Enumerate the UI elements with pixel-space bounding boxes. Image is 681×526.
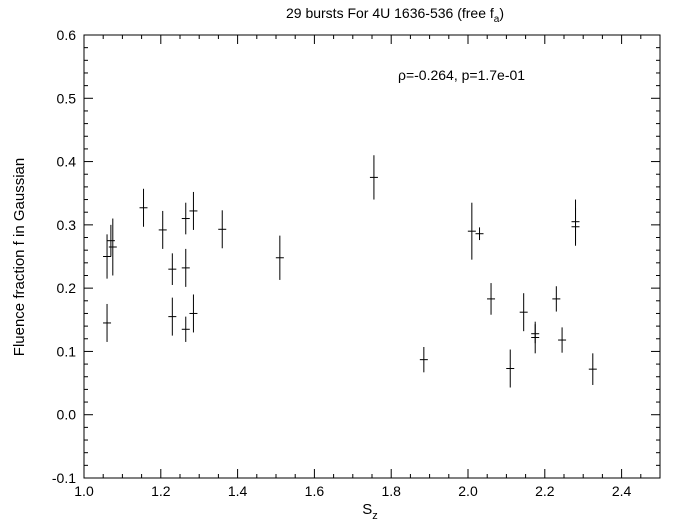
x-tick-label: 1.4 [228, 483, 248, 499]
data-points [103, 155, 597, 388]
data-point [531, 324, 540, 344]
y-axis-label: Fluence fraction f in Gaussian [11, 158, 28, 356]
data-point [519, 293, 528, 332]
data-point [106, 224, 115, 257]
data-point [168, 297, 177, 336]
y-tick-labels: -0.1 0.0 0.1 0.2 0.3 0.4 0.5 0.6 [52, 27, 76, 486]
data-point [158, 210, 167, 249]
data-point [506, 349, 515, 388]
data-point [552, 286, 561, 312]
data-point [475, 227, 484, 241]
data-point [181, 248, 190, 287]
y-tick-label: 0.0 [57, 407, 77, 423]
x-tick-label: 1.6 [305, 483, 325, 499]
y-tick-label: 0.3 [57, 217, 77, 233]
data-point [467, 202, 476, 260]
y-tick-label: -0.1 [52, 470, 76, 486]
y-tick-label: 0.2 [57, 280, 77, 296]
chart-title: 29 bursts For 4U 1636-536 (free fa) [286, 5, 504, 25]
data-point [168, 253, 177, 285]
data-point [218, 210, 227, 249]
data-point [369, 155, 378, 200]
x-tick-label: 2.0 [458, 483, 478, 499]
x-tick-label: 2.2 [535, 483, 555, 499]
data-point [558, 327, 567, 353]
data-point [108, 218, 117, 276]
x-axis-label: Sz [362, 501, 378, 522]
y-tick-label: 0.4 [57, 154, 77, 170]
data-point [419, 346, 428, 373]
x-tick-label: 1.2 [151, 483, 171, 499]
x-tick-label: 1.8 [381, 483, 401, 499]
data-point [275, 235, 284, 280]
data-point [181, 202, 190, 235]
y-tick-label: 0.5 [57, 90, 77, 106]
data-point [139, 188, 148, 227]
x-tick-labels: 1.0 1.2 1.4 1.6 1.8 2.0 2.2 2.4 [74, 483, 631, 499]
data-point [588, 353, 597, 385]
axis-ticks [83, 34, 661, 479]
y-tick-label: 0.1 [57, 343, 77, 359]
data-point [487, 283, 496, 315]
data-point [181, 316, 190, 342]
data-point [189, 191, 198, 230]
data-point [571, 207, 580, 246]
data-point [103, 303, 112, 342]
correlation-annotation: ρ=-0.264, p=1.7e-01 [398, 67, 525, 83]
plot-frame [83, 34, 661, 479]
y-tick-label: 0.6 [57, 27, 77, 43]
data-point [103, 234, 112, 279]
x-tick-label: 1.0 [74, 483, 94, 499]
x-tick-label: 2.4 [612, 483, 632, 499]
data-point [189, 294, 198, 333]
